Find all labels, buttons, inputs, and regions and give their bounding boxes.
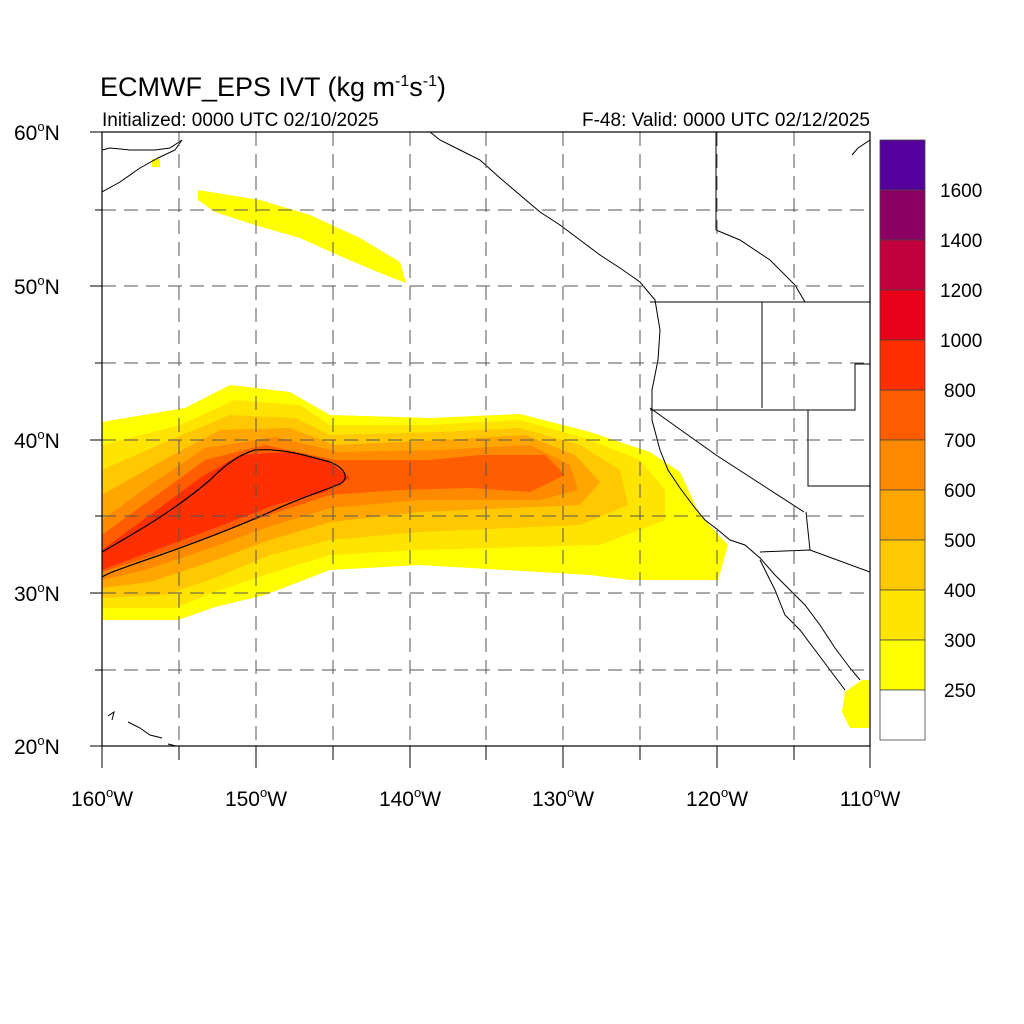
colorbar-label: 800 xyxy=(944,381,976,402)
colorbar-label: 1000 xyxy=(940,331,982,352)
colorbar-label: 700 xyxy=(944,431,976,452)
lat-label-20: 20oN xyxy=(14,733,60,759)
lon-label-160: 160oW xyxy=(71,785,133,811)
colorbar-swatch-7 xyxy=(879,489,926,541)
ivt-shading xyxy=(102,159,870,728)
lon-label-150: 150oW xyxy=(225,785,287,811)
colorbar-swatch-8 xyxy=(879,539,926,591)
graticule xyxy=(102,132,870,746)
colorbar-swatch-2 xyxy=(879,239,926,291)
colorbar-swatch-10 xyxy=(879,639,926,691)
lon-label-110: 110oW xyxy=(840,785,901,811)
colorbar-label: 600 xyxy=(944,481,976,502)
colorbar-label: 250 xyxy=(944,681,976,702)
colorbar-label: 1400 xyxy=(940,231,982,252)
initialized-time: Initialized: 0000 UTC 02/10/2025 xyxy=(102,110,379,131)
colorbar-swatch-4 xyxy=(879,339,926,391)
axis-ticks xyxy=(90,131,871,768)
colorbar-swatch-3 xyxy=(879,289,926,341)
lon-label-130: 130oW xyxy=(532,785,594,811)
colorbar-swatch-9 xyxy=(879,589,926,641)
lat-label-40: 40oN xyxy=(14,427,60,453)
lat-label-30: 30oN xyxy=(14,580,60,606)
lon-label-140: 140oW xyxy=(379,785,441,811)
colorbar-label: 300 xyxy=(944,631,976,652)
colorbar-label: 1200 xyxy=(940,281,982,302)
latitude-labels: 60oN 50oN 40oN 30oN 20oN xyxy=(14,119,60,759)
colorbar-swatch-11 xyxy=(879,689,926,741)
longitude-labels: 160oW 150oW 140oW 130oW 120oW 110oW xyxy=(71,785,901,811)
colorbar: 1600 1400 1200 1000 800 700 600 500 400 … xyxy=(879,139,982,741)
colorbar-label: 1600 xyxy=(940,181,982,202)
colorbar-swatch-6 xyxy=(879,439,926,491)
colorbar-swatch-5 xyxy=(879,389,926,441)
map-title: ECMWF_EPS IVT (kg m-1s-1) xyxy=(100,72,447,102)
colorbar-swatch-1 xyxy=(879,189,926,241)
coastlines xyxy=(102,132,870,746)
lon-label-120: 120oW xyxy=(686,785,748,811)
colorbar-label: 500 xyxy=(944,531,976,552)
colorbar-label: 400 xyxy=(944,581,976,602)
lat-label-50: 50oN xyxy=(14,273,60,299)
colorbar-swatch-0 xyxy=(879,139,926,191)
valid-time: F-48: Valid: 0000 UTC 02/12/2025 xyxy=(582,110,870,131)
lat-label-60: 60oN xyxy=(14,119,60,145)
